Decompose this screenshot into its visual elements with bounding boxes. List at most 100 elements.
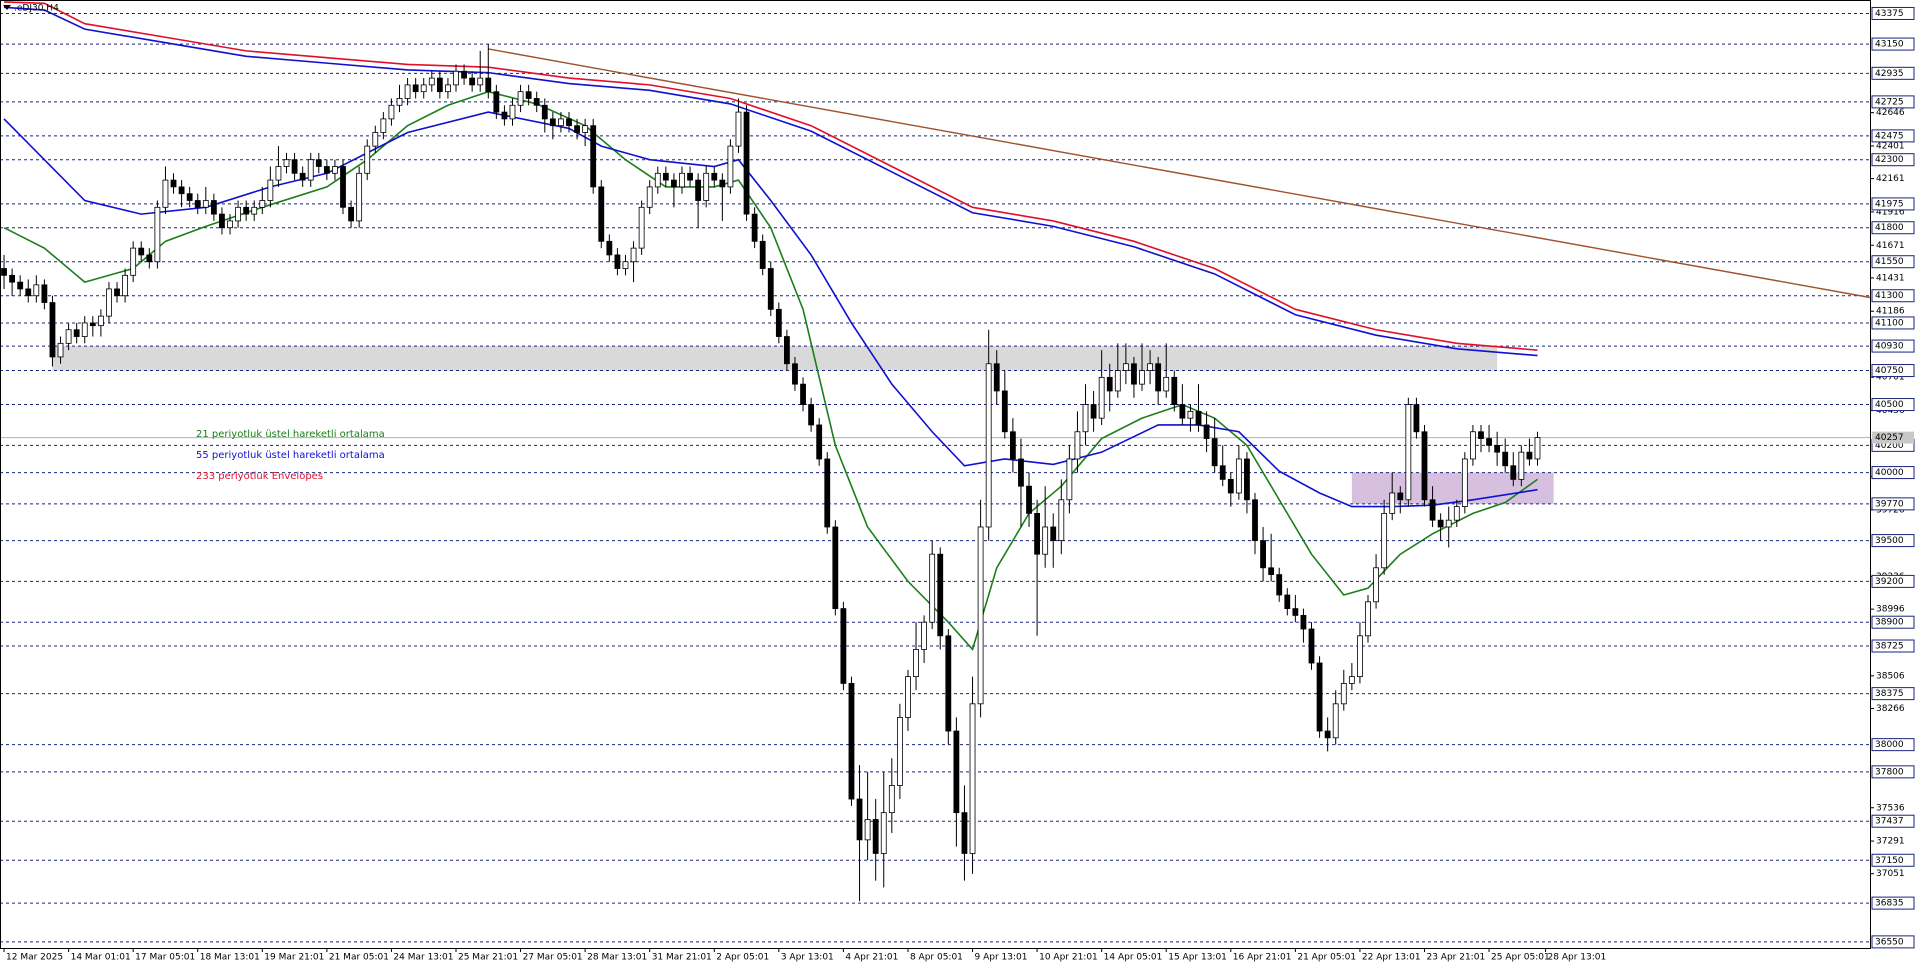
x-tick-label: 23 Apr 21:01 xyxy=(1426,953,1485,963)
candle-body xyxy=(81,322,88,337)
candle-body xyxy=(114,288,120,297)
candle-body xyxy=(549,118,556,127)
candle-body xyxy=(1461,458,1468,507)
candle-body xyxy=(937,553,944,637)
candle-body xyxy=(1324,730,1331,739)
level-label-box xyxy=(1871,639,1915,653)
level-label: 38900 xyxy=(1875,618,1904,628)
candle-body xyxy=(17,281,24,290)
candle-body xyxy=(1486,438,1492,446)
candle-body xyxy=(1106,376,1113,392)
candle-body xyxy=(1058,499,1065,541)
candle-body xyxy=(243,206,250,215)
candle-body xyxy=(1074,431,1081,460)
level-label-box xyxy=(1871,6,1915,20)
x-tick-label: 21 Mar 05:01 xyxy=(329,953,389,963)
candle-body xyxy=(1066,458,1073,501)
candle-body xyxy=(646,186,653,208)
candle-body xyxy=(1453,506,1460,521)
candle-body xyxy=(1122,363,1129,371)
candle-body xyxy=(1518,451,1525,480)
candle-body xyxy=(1437,519,1444,528)
level-label: 43150 xyxy=(1875,40,1904,50)
candle-body xyxy=(872,819,879,854)
last-price-box xyxy=(1872,431,1914,444)
y-tick-label: 41671 xyxy=(1876,241,1905,251)
level-label: 42300 xyxy=(1875,155,1904,165)
candle-body xyxy=(1001,390,1008,433)
x-tick-label: 14 Apr 05:01 xyxy=(1104,953,1163,963)
candle-body xyxy=(1502,451,1509,467)
candle-body xyxy=(905,676,911,718)
candle-body xyxy=(775,308,782,337)
candle-body xyxy=(251,206,258,215)
x-tick-label: 2 Apr 05:01 xyxy=(716,953,769,963)
y-tick-label: 41431 xyxy=(1876,273,1905,283)
y-tick-label: 41186 xyxy=(1876,307,1905,317)
level-label-box xyxy=(1871,339,1915,353)
candle-body xyxy=(1276,574,1283,596)
candle-body xyxy=(824,458,831,528)
x-tick-label: 25 Mar 21:01 xyxy=(458,953,518,963)
candle-body xyxy=(1260,540,1266,569)
candle-body xyxy=(1510,465,1517,480)
candle-body xyxy=(614,254,621,269)
candle-body xyxy=(130,247,137,276)
y-tick-label: 42161 xyxy=(1876,174,1905,184)
x-tick-label: 8 Apr 05:01 xyxy=(910,953,963,963)
y-tick-label: 37291 xyxy=(1876,837,1905,847)
symbol-menu-icon[interactable] xyxy=(3,5,11,10)
candle-body xyxy=(977,526,984,705)
candle-body xyxy=(1534,437,1541,460)
level-label-box xyxy=(1871,153,1915,167)
candle-body xyxy=(630,247,637,263)
candle-body xyxy=(1227,478,1234,494)
level-label-box xyxy=(1871,574,1915,588)
level-label-box xyxy=(1871,289,1915,303)
candle-body xyxy=(420,84,427,93)
level-label: 40750 xyxy=(1875,366,1904,376)
x-tick-label: 21 Apr 05:01 xyxy=(1297,953,1356,963)
candle-body xyxy=(1381,512,1388,569)
candle-body xyxy=(33,284,40,297)
plot-frame xyxy=(0,0,1871,949)
candle-body xyxy=(969,703,976,854)
x-tick-label: 28 Mar 13:01 xyxy=(587,953,647,963)
candle-body xyxy=(913,649,919,678)
zones xyxy=(52,346,1554,504)
level-label-box xyxy=(1871,129,1915,143)
candles xyxy=(1,44,1541,902)
candle-body xyxy=(1478,431,1484,439)
candle-body xyxy=(1348,676,1355,684)
x-tick-label: 17 Mar 05:01 xyxy=(135,953,195,963)
candle-body xyxy=(501,111,508,120)
candle-body xyxy=(1365,601,1371,637)
candle-body xyxy=(348,206,354,222)
candle-body xyxy=(1018,458,1024,487)
candle-body xyxy=(1235,458,1242,494)
level-label-box xyxy=(1871,37,1915,51)
level-label: 42935 xyxy=(1875,69,1904,79)
candle-body xyxy=(89,322,96,327)
candle-body xyxy=(1470,431,1476,460)
candle-body xyxy=(622,261,629,269)
level-label-box xyxy=(1871,615,1915,629)
level-label-box xyxy=(1871,66,1915,80)
candle-body xyxy=(396,98,403,106)
candle-body xyxy=(412,84,419,93)
candle-body xyxy=(751,213,758,242)
candle-body xyxy=(299,172,306,181)
x-tick-label: 27 Mar 05:01 xyxy=(523,953,583,963)
y-tick-label: 41916 xyxy=(1876,207,1905,217)
level-label: 38725 xyxy=(1875,642,1904,652)
candle-body xyxy=(759,240,766,269)
candle-body xyxy=(1139,370,1145,385)
candle-body xyxy=(848,683,855,800)
candle-body xyxy=(1082,404,1089,433)
candle-body xyxy=(1179,404,1186,419)
y-tick-label: 40701 xyxy=(1876,373,1905,383)
candle-body xyxy=(719,179,726,188)
candle-body xyxy=(1211,438,1218,467)
y-tick-label: 42646 xyxy=(1876,108,1905,118)
